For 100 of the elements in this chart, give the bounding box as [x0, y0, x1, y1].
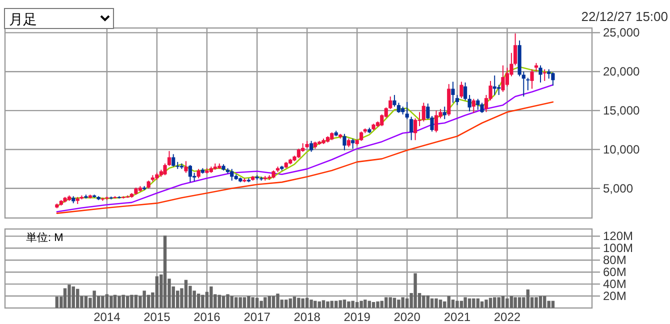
bar — [480, 301, 484, 308]
bar — [55, 296, 59, 308]
bar — [318, 301, 321, 308]
candlestick — [530, 68, 534, 90]
bar — [255, 298, 259, 308]
bar — [101, 296, 104, 308]
bar — [510, 296, 514, 308]
bar — [92, 290, 96, 308]
bar — [493, 297, 496, 308]
x-tick-label: 2022 — [494, 310, 521, 324]
y-tick-label: 60M — [603, 265, 626, 280]
bar — [384, 297, 388, 308]
bar — [142, 290, 146, 308]
bar — [543, 296, 546, 308]
bar — [284, 300, 288, 308]
bar — [368, 300, 371, 308]
bar — [238, 297, 242, 308]
bar — [122, 294, 125, 308]
bar — [414, 273, 417, 308]
bar — [551, 300, 555, 308]
bar — [334, 300, 338, 308]
candlestick — [497, 84, 501, 96]
bar — [518, 297, 522, 308]
bar — [196, 294, 200, 308]
bar — [260, 300, 263, 308]
y-tick-label: 10,000 — [603, 142, 640, 156]
bar — [72, 286, 75, 308]
bar — [218, 294, 221, 308]
bar — [118, 296, 121, 308]
x-tick-label: 2020 — [394, 310, 421, 324]
candlestick — [188, 164, 192, 183]
bar — [372, 302, 376, 308]
bar — [184, 280, 188, 308]
annotation: 単位: M — [26, 232, 64, 244]
bar — [426, 295, 430, 308]
candlestick — [388, 96, 392, 110]
bar — [268, 296, 271, 308]
candlestick — [230, 168, 234, 182]
candlestick — [542, 68, 546, 82]
candlestick — [551, 72, 555, 86]
x-tick-label: 2014 — [94, 310, 121, 324]
candlestick — [172, 154, 176, 168]
candlestick — [442, 106, 446, 120]
bar — [76, 288, 80, 308]
bar — [468, 298, 472, 308]
bar — [351, 300, 354, 308]
candlestick — [296, 148, 301, 159]
bar — [526, 289, 530, 308]
y-tick-label: 5,000 — [603, 181, 634, 196]
bar — [451, 300, 455, 308]
candlestick — [310, 140, 314, 152]
bar — [210, 286, 213, 308]
bar — [355, 302, 359, 308]
candlestick — [460, 81, 464, 99]
bar — [234, 297, 238, 308]
y-tick-label: 120M — [603, 229, 634, 244]
bar — [326, 301, 330, 308]
candlestick — [526, 77, 530, 91]
x-tick-label: 2017 — [244, 310, 271, 324]
candlestick — [455, 94, 459, 106]
bar — [460, 300, 464, 308]
bar — [534, 297, 538, 308]
bar — [497, 297, 500, 308]
bar — [338, 300, 342, 308]
line-series — [56, 66, 554, 207]
bar — [364, 300, 367, 308]
candlestick — [434, 110, 438, 133]
bar — [484, 300, 488, 308]
bar — [301, 298, 304, 308]
bar — [272, 296, 276, 308]
y-tick-label: 15,000 — [603, 104, 640, 118]
bar — [113, 294, 117, 308]
candlestick — [196, 168, 200, 179]
bar — [342, 300, 346, 308]
bar — [176, 290, 180, 308]
bar — [126, 296, 130, 308]
bar — [146, 294, 150, 308]
bar — [276, 294, 280, 308]
y-tick-label: 20M — [603, 289, 626, 304]
candlestick — [396, 102, 401, 114]
bar — [330, 300, 334, 308]
bar — [264, 297, 267, 308]
candlestick — [410, 116, 414, 141]
bar — [63, 288, 67, 308]
x-tick-label: 2021 — [444, 310, 471, 324]
bar — [163, 236, 167, 308]
y-tick-label: 80M — [603, 253, 626, 268]
candlestick — [351, 138, 355, 150]
bar — [310, 300, 313, 308]
bar — [488, 298, 492, 308]
bar — [68, 284, 71, 308]
bar — [134, 294, 138, 308]
bar — [388, 297, 392, 308]
bar — [392, 298, 396, 308]
bar — [292, 296, 296, 308]
candlestick — [342, 133, 346, 151]
candlestick — [480, 102, 484, 114]
bar — [288, 298, 292, 308]
candlestick — [405, 101, 409, 120]
text: 22/12/27 15:00 — [581, 9, 668, 24]
